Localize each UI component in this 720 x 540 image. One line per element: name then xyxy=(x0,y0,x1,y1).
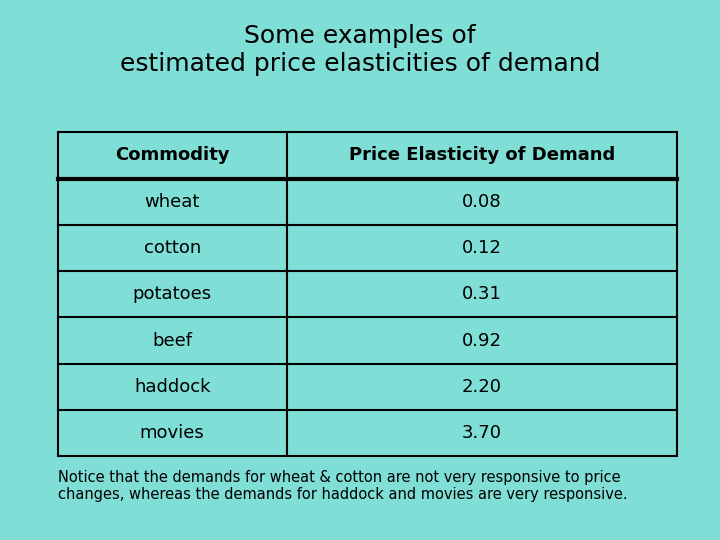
Text: beef: beef xyxy=(152,332,192,349)
Text: 0.12: 0.12 xyxy=(462,239,502,257)
Text: wheat: wheat xyxy=(145,193,200,211)
Text: Notice that the demands for wheat & cotton are not very responsive to price
chan: Notice that the demands for wheat & cott… xyxy=(58,470,627,502)
Text: cotton: cotton xyxy=(143,239,201,257)
Text: haddock: haddock xyxy=(134,378,210,396)
Text: 3.70: 3.70 xyxy=(462,424,502,442)
Text: Some examples of
estimated price elasticities of demand: Some examples of estimated price elastic… xyxy=(120,24,600,76)
Text: 0.08: 0.08 xyxy=(462,193,502,211)
Text: 2.20: 2.20 xyxy=(462,378,502,396)
Text: movies: movies xyxy=(140,424,204,442)
Text: 0.92: 0.92 xyxy=(462,332,502,349)
Text: 0.31: 0.31 xyxy=(462,285,502,303)
Text: Commodity: Commodity xyxy=(115,146,230,165)
Text: potatoes: potatoes xyxy=(132,285,212,303)
Text: Price Elasticity of Demand: Price Elasticity of Demand xyxy=(348,146,615,165)
